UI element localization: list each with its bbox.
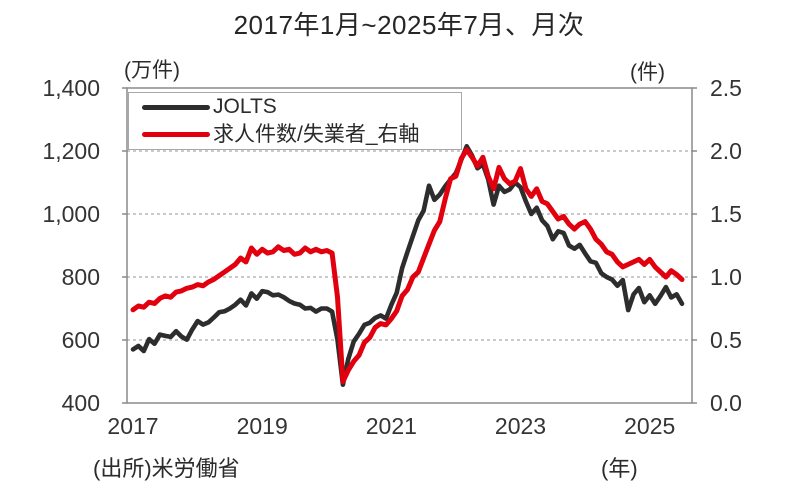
jolts-line-swatch [142, 104, 210, 110]
legend-item-ratio: 求人件数/失業者_右軸 [129, 122, 461, 148]
ratio-line-swatch [142, 132, 210, 138]
legend-label-jolts: JOLTS [213, 95, 277, 119]
left-axis-tick-label: 1,000 [42, 201, 100, 227]
legend: JOLTS 求人件数/失業者_右軸 [128, 92, 462, 150]
x-axis-tick-label: 2021 [365, 413, 417, 439]
legend-label-ratio: 求人件数/失業者_右軸 [213, 122, 420, 146]
right-axis-tick-label: 0.0 [710, 390, 742, 416]
left-axis-unit-label: (万件) [124, 59, 180, 82]
x-axis-unit-label: (年) [601, 456, 638, 481]
legend-item-jolts: JOLTS [129, 94, 461, 120]
x-axis-tick-label: 2025 [624, 413, 676, 439]
left-axis-tick-label: 1,200 [42, 138, 100, 164]
x-axis-tick-label: 2019 [236, 413, 288, 439]
right-axis-tick-label: 1.5 [710, 201, 742, 227]
right-axis-tick-label: 2.5 [710, 75, 742, 101]
right-axis-unit-label: (件) [630, 61, 665, 84]
x-axis-tick-label: 2017 [107, 413, 159, 439]
left-axis-tick-label: 1,400 [42, 75, 100, 101]
source-note: (出所)米労働省 [93, 456, 240, 481]
left-axis-tick-label: 800 [61, 264, 100, 290]
left-axis-tick-label: 600 [61, 327, 100, 353]
plot-border [126, 87, 693, 404]
left-axis-tick-label: 400 [61, 390, 100, 416]
jolts-line [130, 144, 685, 388]
right-axis-tick-label: 1.0 [710, 264, 742, 290]
ratio-line [130, 147, 685, 385]
axis-tick-marks [122, 87, 697, 404]
chart-title: 2017年1月~2025年7月、月次 [233, 10, 585, 40]
x-axis-tick-label: 2023 [494, 413, 547, 439]
right-axis-tick-label: 0.5 [710, 327, 742, 353]
right-axis-tick-label: 2.0 [710, 138, 742, 164]
gridlines [127, 150, 692, 341]
